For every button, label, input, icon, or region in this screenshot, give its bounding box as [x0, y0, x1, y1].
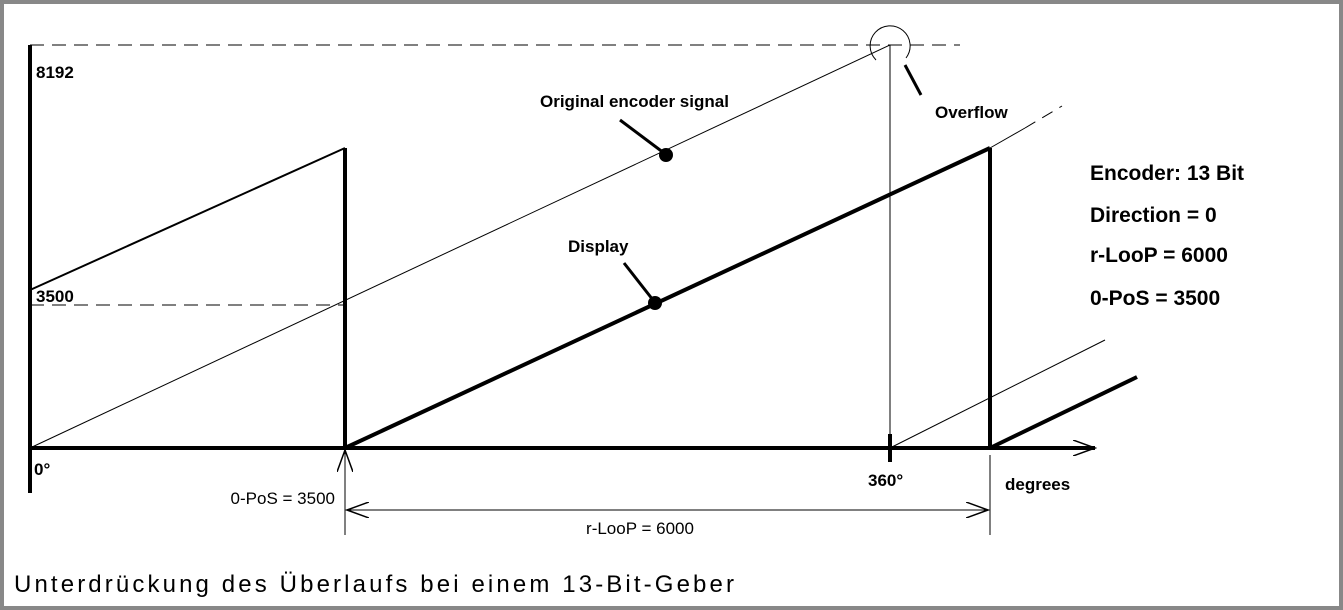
label: Overflow	[935, 103, 1009, 122]
label: 3500	[36, 287, 74, 306]
setting: 0-PoS = 3500	[1090, 287, 1220, 310]
label: degrees	[1005, 475, 1070, 494]
label: 360°	[868, 471, 903, 490]
label: Original encoder signal	[540, 92, 729, 111]
label: 0-PoS = 3500	[231, 489, 335, 508]
label: 0°	[34, 460, 50, 479]
dot	[659, 148, 673, 162]
label: 8192	[36, 63, 74, 82]
dot	[648, 296, 662, 310]
caption: Unterdrückung des Überlaufs bei einem 13…	[14, 571, 734, 598]
setting: Encoder: 13 Bit	[1090, 162, 1244, 185]
setting: r-LooP = 6000	[1090, 244, 1228, 267]
drawing	[28, 25, 1138, 535]
label: r-LooP = 6000	[586, 519, 694, 538]
label: Display	[568, 237, 629, 256]
setting: Direction = 0	[1090, 204, 1217, 227]
